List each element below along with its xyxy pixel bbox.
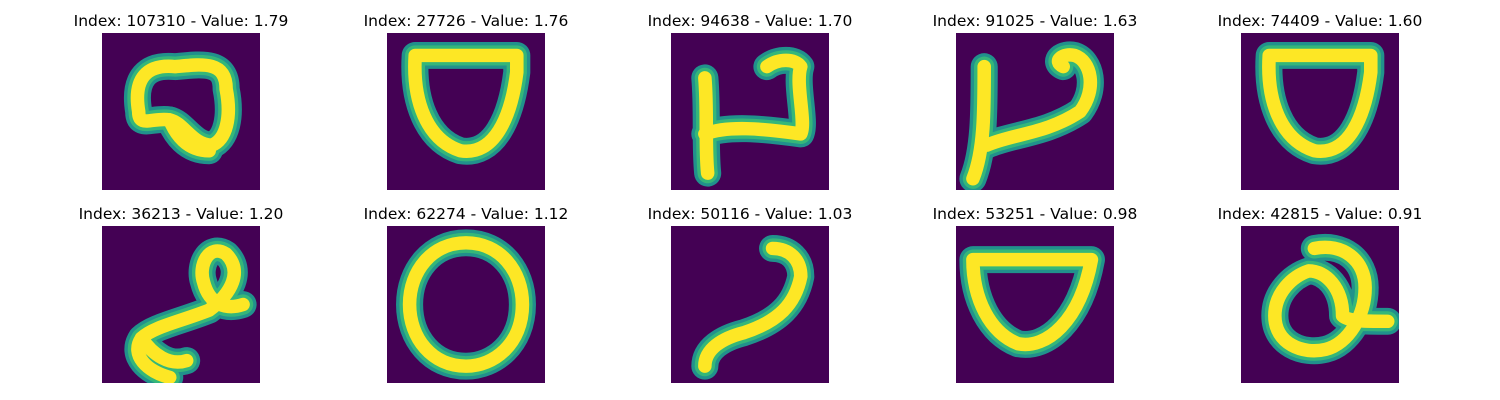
digit-image (671, 226, 829, 383)
digit-image (671, 33, 829, 190)
panel-title: Index: 91025 - Value: 1.63 (932, 12, 1138, 30)
digit-image (102, 33, 260, 190)
panel: Index: 94638 - Value: 1.70 (620, 11, 880, 191)
digit-image (956, 226, 1114, 383)
panel-title: Index: 107310 - Value: 1.79 (73, 12, 289, 30)
stroke-core (1262, 48, 1378, 158)
panel-title: Index: 94638 - Value: 1.70 (647, 12, 853, 30)
stroke-core (698, 241, 808, 373)
panel-title: Index: 36213 - Value: 1.20 (78, 205, 284, 223)
digit-image (1241, 33, 1399, 190)
panel: Index: 107310 - Value: 1.79 (51, 11, 311, 191)
stroke-core (134, 331, 194, 369)
panel: Index: 27726 - Value: 1.76 (336, 11, 596, 191)
panel: Index: 62274 - Value: 1.12 (336, 204, 596, 384)
panel-title: Index: 74409 - Value: 1.60 (1217, 12, 1423, 30)
panel: Index: 50116 - Value: 1.03 (620, 204, 880, 384)
digit-image (1241, 226, 1399, 383)
stroke-core (966, 252, 1099, 352)
panel: Index: 42815 - Value: 0.91 (1190, 204, 1450, 384)
panel-title: Index: 62274 - Value: 1.12 (363, 205, 569, 223)
stroke-core (162, 113, 216, 158)
panel: Index: 53251 - Value: 0.98 (905, 204, 1165, 384)
panel: Index: 74409 - Value: 1.60 (1190, 11, 1450, 191)
stroke-core (402, 236, 530, 373)
stroke-core (698, 53, 810, 180)
panel-title: Index: 50116 - Value: 1.03 (647, 205, 853, 223)
digit-image (387, 33, 545, 190)
panel: Index: 91025 - Value: 1.63 (905, 11, 1165, 191)
digit-image (102, 226, 260, 383)
digit-image (387, 226, 545, 383)
digit-image (956, 33, 1114, 190)
stroke-core (1268, 240, 1395, 358)
panel-title: Index: 42815 - Value: 0.91 (1217, 205, 1423, 223)
stroke-core (966, 48, 1098, 186)
panel-title: Index: 53251 - Value: 0.98 (932, 205, 1138, 223)
stroke-core (408, 48, 524, 158)
panel: Index: 36213 - Value: 1.20 (51, 204, 311, 384)
panel-title: Index: 27726 - Value: 1.76 (363, 12, 569, 30)
